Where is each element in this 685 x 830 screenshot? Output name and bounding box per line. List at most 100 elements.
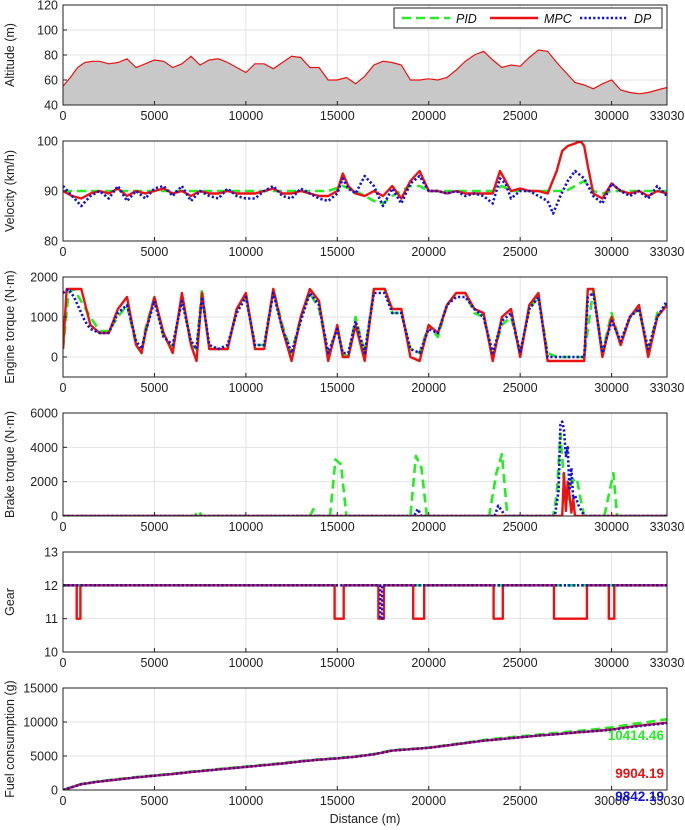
x-tick-label: 20000 — [411, 656, 446, 670]
x-tick-label: 15000 — [320, 109, 355, 123]
x-tick-label: 25000 — [503, 656, 538, 670]
x-tick-label: 10000 — [228, 520, 263, 534]
x-tick-label: 25000 — [503, 794, 538, 808]
x-tick-label: 25000 — [503, 245, 538, 259]
chart-panel-2: 0 5000 10000 15000 20000 25000 30000 33030 80 90 1… — [3, 135, 684, 260]
terrain-area — [63, 50, 667, 105]
x-tick-label: 0 — [60, 794, 67, 808]
x-tick-label: 10000 — [228, 109, 263, 123]
x-tick-label: 30000 — [594, 245, 629, 259]
x-tick-label: 25000 — [503, 520, 538, 534]
x-tick-label: 20000 — [411, 245, 446, 259]
y-tick-label: 6000 — [30, 407, 58, 421]
y-tick-label: 2000 — [30, 475, 58, 489]
x-tick-label: 10000 — [228, 245, 263, 259]
x-tick-label: 15000 — [320, 794, 355, 808]
x-tick-label: 30000 — [594, 109, 629, 123]
series-line-dp — [63, 583, 667, 621]
x-tick-label: 5000 — [141, 656, 169, 670]
end-value-label-mpc: 9904.19 — [615, 766, 664, 781]
x-tick-label: 10000 — [228, 381, 263, 395]
y-tick-label: 15000 — [23, 682, 58, 696]
x-tick-label: 5000 — [141, 109, 169, 123]
end-value-label-dp: 9842.19 — [615, 789, 664, 804]
plot-frame — [62, 276, 668, 378]
x-tick-label: 15000 — [320, 520, 355, 534]
x-tick-label: 25000 — [503, 381, 538, 395]
y-axis-label: Velocity (km/h) — [3, 150, 17, 232]
y-tick-label: 120 — [37, 0, 58, 13]
x-tick-label: 0 — [60, 245, 67, 259]
y-tick-label: 10 — [44, 646, 58, 660]
x-tick-label: 0 — [60, 520, 67, 534]
y-tick-label: 90 — [44, 185, 58, 199]
y-axis-label: Altitude (m) — [3, 23, 17, 87]
y-tick-label: 0 — [51, 784, 58, 798]
x-tick-label: 30000 — [594, 794, 629, 808]
y-axis-label: Fuel consumption (g) — [3, 680, 17, 797]
chart-panel-3: 0 5000 10000 15000 20000 25000 30000 33030 0 1000… — [3, 270, 684, 395]
x-tick-label: 10000 — [228, 794, 263, 808]
y-tick-label: 80 — [44, 49, 58, 63]
plot-area — [63, 552, 667, 652]
terrain-line — [63, 49, 667, 95]
x-tick-label: 0 — [60, 381, 67, 395]
x-tick-label: 15000 — [320, 381, 355, 395]
plot-frame — [62, 412, 668, 517]
series-group — [63, 583, 667, 621]
series-group — [63, 141, 667, 215]
y-tick-label: 60 — [44, 74, 58, 88]
y-tick-label: 100 — [37, 135, 58, 149]
series-line-pid — [63, 179, 667, 205]
y-tick-label: 2000 — [30, 271, 58, 285]
plot-frame — [62, 551, 668, 653]
legend-label-mpc: MPC — [544, 12, 573, 26]
legend-label-dp: DP — [634, 12, 652, 26]
end-value-label-pid: 10414.46 — [608, 728, 665, 743]
x-tick-label: 25000 — [503, 109, 538, 123]
x-tick-label: 33030 — [650, 520, 685, 534]
x-tick-label: 0 — [60, 109, 67, 123]
x-tick-label: 15000 — [320, 245, 355, 259]
legend-label-pid: PID — [456, 12, 477, 26]
y-tick-label: 11 — [45, 612, 58, 626]
x-tick-label: 20000 — [411, 794, 446, 808]
y-axis-label: Gear — [3, 588, 17, 616]
chart-panel-5: 0 5000 10000 15000 20000 25000 30000 33030 10 11 1… — [3, 546, 684, 671]
y-tick-label: 12 — [44, 579, 58, 593]
y-tick-label: 5000 — [30, 750, 58, 764]
y-tick-label: 10000 — [23, 716, 58, 730]
x-tick-label: 33030 — [650, 109, 685, 123]
y-tick-label: 0 — [51, 351, 58, 365]
x-tick-label: 33030 — [650, 656, 685, 670]
x-tick-label: 0 — [60, 656, 67, 670]
x-tick-label: 33030 — [650, 794, 685, 808]
x-tick-label: 30000 — [594, 520, 629, 534]
chart-panel-1: 0 5000 10000 15000 20000 25000 30000 33030 40 60 8… — [3, 0, 684, 123]
plot-area — [63, 688, 667, 790]
legend: PID MPC DP — [393, 7, 663, 29]
x-axis-label: Distance (m) — [330, 812, 401, 826]
x-tick-label: 10000 — [228, 656, 263, 670]
x-tick-label: 5000 — [141, 520, 169, 534]
x-tick-label: 33030 — [650, 381, 685, 395]
y-axis-label: Engine torque (N·m) — [3, 270, 17, 383]
y-tick-label: 80 — [44, 235, 58, 249]
x-tick-label: 20000 — [411, 109, 446, 123]
x-tick-label: 5000 — [141, 794, 169, 808]
series-line-dp — [63, 721, 667, 790]
y-tick-label: 40 — [44, 99, 58, 113]
y-tick-label: 13 — [44, 546, 58, 560]
plot-frame — [62, 687, 668, 791]
y-tick-label: 1000 — [30, 311, 58, 325]
x-tick-label: 5000 — [141, 245, 169, 259]
x-tick-label: 20000 — [411, 520, 446, 534]
x-tick-label: 33030 — [650, 245, 685, 259]
series-group — [63, 420, 667, 516]
y-tick-label: 100 — [37, 24, 58, 38]
x-tick-label: 15000 — [320, 656, 355, 670]
y-tick-label: 4000 — [30, 441, 58, 455]
chart-panel-4: 0 5000 10000 15000 20000 25000 30000 33030 0 2000… — [3, 407, 684, 535]
x-tick-label: 20000 — [411, 381, 446, 395]
